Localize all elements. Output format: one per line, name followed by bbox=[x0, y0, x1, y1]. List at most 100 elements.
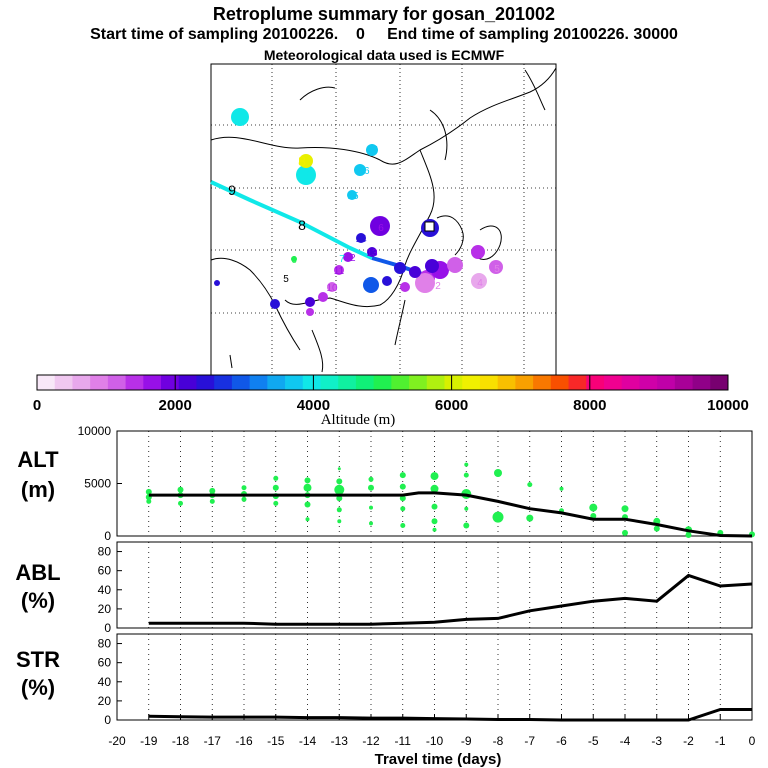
alt-data-point bbox=[430, 472, 439, 481]
alt-data-point bbox=[559, 486, 564, 491]
receptor-marker bbox=[424, 221, 435, 232]
trajectory-cluster-dot bbox=[363, 277, 379, 293]
colorbar-swatch bbox=[178, 375, 197, 390]
trajectory-label: 17 bbox=[366, 145, 378, 156]
alt-data-point bbox=[622, 529, 628, 536]
trajectory-cluster-dot bbox=[356, 233, 366, 243]
sampling-time-subtitle: Start time of sampling 20100226. 0 End t… bbox=[90, 26, 678, 43]
y-tick-label: 0 bbox=[104, 621, 111, 635]
x-tick-label: -8 bbox=[493, 734, 504, 748]
y-tick-label: 60 bbox=[98, 656, 112, 670]
alt-data-point bbox=[334, 484, 345, 495]
trajectory-cluster-dot bbox=[347, 190, 357, 200]
colorbar-swatch bbox=[302, 375, 321, 390]
alt-data-point bbox=[209, 498, 215, 504]
y-axis-label: STR bbox=[16, 647, 60, 672]
trajectory-label: 6 bbox=[291, 255, 297, 266]
alt-data-point bbox=[492, 511, 504, 523]
y-axis-label-unit: (%) bbox=[21, 588, 55, 613]
coastline bbox=[394, 299, 406, 346]
y-axis-label: ABL bbox=[15, 560, 60, 585]
x-tick-label: 0 bbox=[749, 734, 756, 748]
trajectory-cluster-dot bbox=[354, 164, 366, 176]
alt-data-point bbox=[653, 525, 660, 532]
alt-data-point bbox=[431, 518, 438, 525]
colorbar-swatch bbox=[621, 375, 640, 390]
y-tick-label: 20 bbox=[98, 694, 112, 708]
page-title: Retroplume summary for gosan_201002 bbox=[212, 4, 556, 24]
x-tick-label: -19 bbox=[140, 734, 158, 748]
trajectory-label: 11 bbox=[334, 266, 345, 277]
y-axis-label-unit: (m) bbox=[21, 477, 55, 502]
coastline bbox=[299, 86, 336, 101]
colorbar-swatch bbox=[231, 375, 251, 390]
alt-data-point bbox=[685, 532, 692, 538]
panel-alt: 0 5000 10000 ALT (m) bbox=[17, 424, 755, 543]
y-axis-label: ALT bbox=[17, 447, 59, 472]
trajectory-label: 3 bbox=[452, 261, 458, 272]
abl-line bbox=[148, 573, 753, 626]
colorbar-swatch bbox=[249, 375, 268, 390]
colorbar-swatch bbox=[338, 375, 357, 390]
alt-data-point bbox=[145, 488, 152, 495]
alt-data-point bbox=[399, 483, 406, 490]
trajectory-label: 10 bbox=[326, 283, 338, 294]
trajectory-cluster-dot bbox=[370, 216, 390, 236]
colorbar-swatch bbox=[161, 375, 180, 390]
trajectory-cluster-dot bbox=[382, 276, 392, 286]
alt-data-point bbox=[305, 517, 310, 522]
x-tick-label: -2 bbox=[683, 734, 694, 748]
colorbar-swatch bbox=[54, 375, 73, 390]
colorbar-swatch bbox=[90, 375, 109, 390]
colorbar-swatch bbox=[692, 375, 711, 390]
coastline bbox=[429, 109, 448, 161]
y-axis-label-unit: (%) bbox=[21, 675, 55, 700]
x-axis: -20 -19 -18 -17 -16 -15 -14 -13 -12 -11 -10 -9 -8 -7-… bbox=[108, 714, 756, 768]
alt-data-point bbox=[368, 476, 374, 482]
trajectory-label: 14 bbox=[355, 234, 367, 245]
trajectory-label: 4 bbox=[477, 278, 483, 289]
y-tick-label: 0 bbox=[104, 713, 111, 727]
x-tick-label: -17 bbox=[204, 734, 222, 748]
alt-data-point bbox=[430, 484, 439, 493]
colorbar-swatch bbox=[497, 375, 516, 390]
alt-data-point bbox=[399, 495, 406, 502]
y-tick-label: 0 bbox=[104, 529, 111, 543]
alt-data-point bbox=[146, 498, 152, 504]
coastline bbox=[229, 354, 233, 369]
colorbar-swatch bbox=[533, 375, 552, 390]
alt-data-point bbox=[464, 462, 469, 467]
altitude-colorbar: 0 2000 4000 6000 8000 10000 Altitude (m) bbox=[33, 374, 749, 428]
colorbar-tick-label: 6000 bbox=[435, 397, 468, 414]
colorbar-swatch bbox=[196, 375, 215, 390]
colorbar-swatch bbox=[515, 375, 534, 390]
x-tick-label: -11 bbox=[395, 734, 412, 748]
trajectory-label: 6 bbox=[378, 223, 384, 234]
alt-data-point bbox=[399, 472, 406, 479]
colorbar-swatch bbox=[285, 375, 304, 390]
alt-data-point bbox=[431, 503, 438, 510]
colorbar-swatch bbox=[462, 375, 481, 390]
colorbar-swatch bbox=[143, 375, 162, 390]
x-tick-label: -12 bbox=[362, 734, 380, 748]
trajectory-cluster-dot bbox=[296, 165, 316, 185]
trajectory-cluster-dot bbox=[231, 108, 249, 126]
coastline bbox=[436, 215, 464, 256]
str-line bbox=[148, 708, 752, 722]
trajectory-cluster-dot bbox=[366, 144, 378, 156]
alt-data-point bbox=[464, 506, 469, 511]
colorbar-title: Altitude (m) bbox=[321, 412, 396, 428]
alt-data-point bbox=[368, 484, 374, 491]
colorbar-swatch bbox=[355, 375, 375, 390]
x-tick-label: -6 bbox=[556, 734, 567, 748]
x-tick-label: -5 bbox=[588, 734, 599, 748]
trajectory-cluster-dot bbox=[291, 256, 297, 262]
colorbar-swatch bbox=[568, 375, 587, 390]
alt-data-point bbox=[303, 483, 312, 492]
trajectory-label: 5 bbox=[494, 264, 500, 275]
trajectory-cluster-dot bbox=[489, 260, 503, 274]
y-tick-label: 40 bbox=[98, 583, 112, 597]
alt-data-point bbox=[272, 484, 279, 491]
trajectory-label: 13 bbox=[366, 248, 378, 259]
